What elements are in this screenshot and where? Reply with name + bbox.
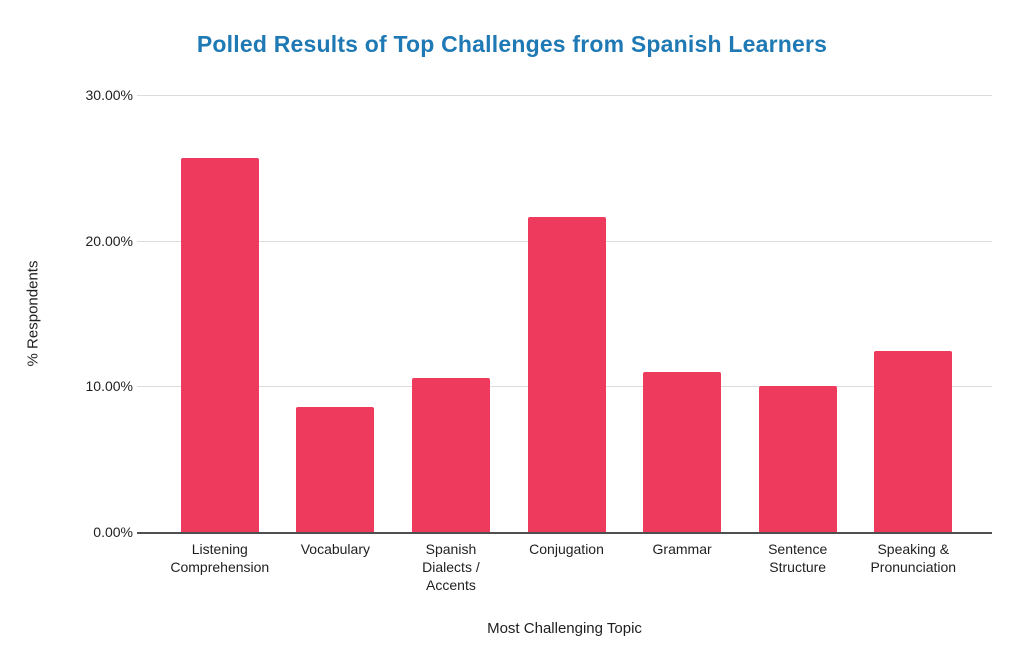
bar-column	[624, 95, 740, 532]
bar-column	[509, 95, 625, 532]
x-category-label: Grammar	[652, 541, 712, 557]
bar	[180, 157, 259, 532]
bar-column	[393, 95, 509, 532]
x-axis-line	[137, 532, 992, 534]
x-category-label: Listening Comprehension	[170, 541, 270, 575]
y-tick-label: 30.00%	[85, 87, 133, 103]
x-axis-title: Most Challenging Topic	[487, 620, 642, 637]
bar-column	[162, 95, 278, 532]
bar-column	[855, 95, 971, 532]
x-category-label: Vocabulary	[300, 541, 370, 557]
x-category-label: Conjugation	[529, 541, 604, 557]
y-tick-label: 20.00%	[85, 232, 133, 249]
chart-title: Polled Results of Top Challenges from Sp…	[196, 31, 828, 57]
bar	[296, 406, 375, 532]
x-category-label: Speaking & Pronunciation	[870, 541, 957, 575]
x-category-label: Spanish Dialects / Accents	[422, 541, 480, 593]
x-labels-layer: Listening Comprehension Vocabulary Spanish…	[137, 540, 992, 594]
y-tick-label: 10.00%	[85, 378, 133, 395]
bar	[411, 377, 490, 532]
bar-column	[740, 95, 856, 532]
bar	[527, 217, 606, 532]
bar-column	[278, 95, 394, 532]
bar	[758, 386, 837, 532]
x-category-label: Sentence Structure	[768, 541, 828, 575]
bars-layer	[137, 95, 992, 532]
bar	[874, 351, 953, 532]
y-tick-label: 0.00%	[93, 524, 133, 540]
gridline	[137, 95, 992, 96]
y-ticks-layer: 0.00% 10.00% 20.00% 30.00%	[0, 87, 133, 540]
bar	[643, 371, 722, 532]
plot-area	[137, 95, 992, 534]
